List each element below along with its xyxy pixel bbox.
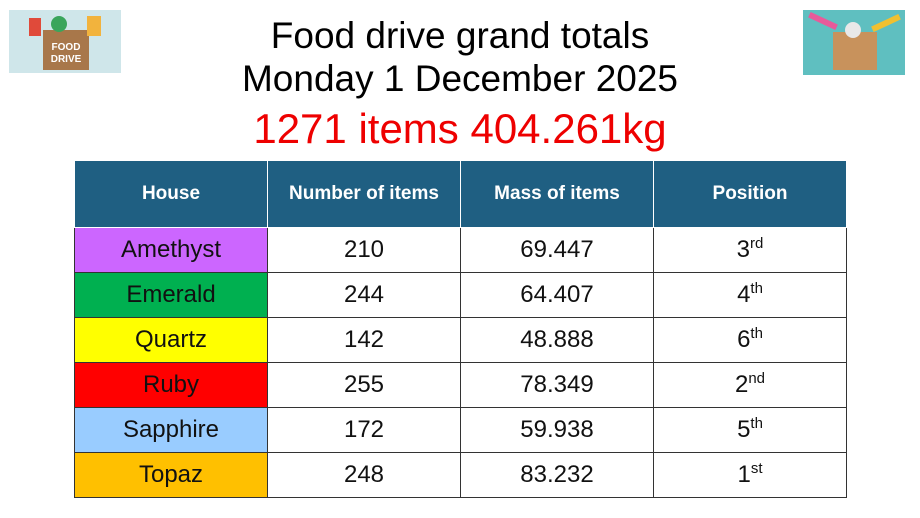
position-suffix: th bbox=[750, 415, 763, 432]
items-cell: 244 bbox=[267, 272, 461, 318]
box bbox=[833, 32, 877, 70]
items-cell: 142 bbox=[267, 317, 461, 363]
table-row: Sapphire 172 59.938 5th bbox=[74, 407, 847, 453]
position-suffix: nd bbox=[748, 370, 766, 387]
house-cell: Sapphire bbox=[74, 407, 268, 453]
donation-image bbox=[803, 10, 905, 75]
column-header: Number of items bbox=[267, 160, 461, 228]
table-row: Ruby 255 78.349 2nd bbox=[74, 362, 847, 408]
item bbox=[87, 16, 101, 36]
position-number: 3 bbox=[736, 236, 750, 263]
column-header: House bbox=[74, 160, 268, 228]
items-cell: 172 bbox=[267, 407, 461, 453]
logo-text: FOOD bbox=[52, 42, 81, 53]
house-cell: Topaz bbox=[74, 452, 268, 498]
arm bbox=[808, 11, 838, 31]
position-cell: 3rd bbox=[653, 227, 847, 273]
box bbox=[43, 30, 89, 70]
mass-cell: 83.232 bbox=[460, 452, 654, 498]
items-cell: 210 bbox=[267, 227, 461, 273]
mass-cell: 59.938 bbox=[460, 407, 654, 453]
table-row: Amethyst 210 69.447 3rd bbox=[74, 227, 847, 273]
house-cell: Amethyst bbox=[74, 227, 268, 273]
position-number: 2 bbox=[734, 371, 749, 398]
table-row: Quartz 142 48.888 6th bbox=[74, 317, 847, 363]
position-cell: 6th bbox=[653, 317, 847, 363]
position-suffix: th bbox=[750, 280, 763, 297]
position-number: 5 bbox=[737, 416, 751, 443]
position-suffix: rd bbox=[750, 235, 764, 252]
position-cell: 2nd bbox=[653, 362, 847, 408]
position-suffix: th bbox=[750, 325, 763, 342]
position-cell: 1st bbox=[653, 452, 847, 498]
food-drive-logo: FOOD DRIVE bbox=[9, 10, 121, 73]
table-row: Topaz 248 83.232 1st bbox=[74, 452, 847, 498]
position-number: 1 bbox=[737, 461, 751, 488]
items-cell: 248 bbox=[267, 452, 461, 498]
position-number: 6 bbox=[737, 326, 751, 353]
house-cell: Ruby bbox=[74, 362, 268, 408]
item bbox=[845, 22, 861, 38]
position-cell: 5th bbox=[653, 407, 847, 453]
item bbox=[51, 16, 67, 32]
logo-text: DRIVE bbox=[51, 54, 82, 65]
table-row: Emerald 244 64.407 4th bbox=[74, 272, 847, 318]
position-number: 4 bbox=[737, 281, 751, 308]
item bbox=[29, 18, 41, 36]
mass-cell: 64.407 bbox=[460, 272, 654, 318]
position-cell: 4th bbox=[653, 272, 847, 318]
date: Monday 1 December 2025 bbox=[241, 58, 679, 99]
house-cell: Emerald bbox=[74, 272, 268, 318]
header-row: House Number of items Mass of items Positio… bbox=[74, 160, 847, 228]
arm bbox=[871, 13, 901, 33]
mass-cell: 48.888 bbox=[460, 317, 654, 363]
totals-table: House Number of items Mass of items Positio… bbox=[74, 160, 847, 498]
column-header: Mass of items bbox=[460, 160, 654, 228]
house-cell: Quartz bbox=[74, 317, 268, 363]
position-suffix: st bbox=[750, 460, 763, 477]
title: Food drive grand totals bbox=[270, 15, 650, 56]
mass-cell: 78.349 bbox=[460, 362, 654, 408]
totals: 1271 items 404.261kg bbox=[253, 105, 667, 152]
column-header: Position bbox=[653, 160, 847, 228]
mass-cell: 69.447 bbox=[460, 227, 654, 273]
items-cell: 255 bbox=[267, 362, 461, 408]
